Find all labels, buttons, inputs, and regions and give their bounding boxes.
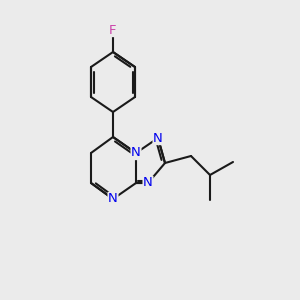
Text: F: F: [109, 23, 117, 37]
Text: N: N: [108, 193, 118, 206]
Text: N: N: [153, 131, 163, 145]
Text: N: N: [131, 146, 141, 160]
Text: N: N: [143, 176, 153, 190]
